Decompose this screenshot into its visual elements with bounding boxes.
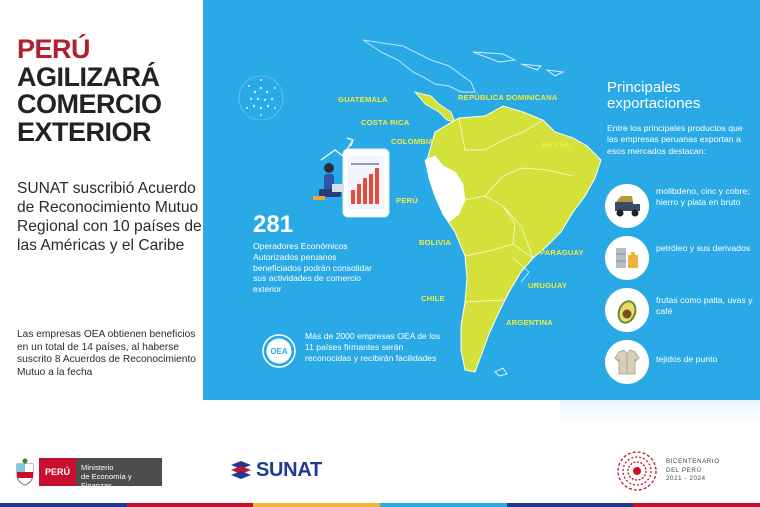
export-label-fruits: frutas como palta, uvas y café <box>656 295 753 317</box>
southern-islands <box>494 367 508 377</box>
headline-line3: COMERCIO <box>17 89 162 119</box>
label-argentina: ARGENTINA <box>506 318 553 327</box>
oil-barrel-icon <box>605 236 649 280</box>
ministry-line1: Ministerio <box>81 463 114 472</box>
separator-shade <box>560 400 760 426</box>
infographic-panel: GUATEMALA COSTA RICA COLOMBIA REPÚBLICA … <box>203 0 760 400</box>
footer-color-strip <box>0 503 760 507</box>
oea-benefits-note: Las empresas OEA obtienen beneficios en … <box>17 329 196 379</box>
headline: PERÚ AGILIZARÁ COMERCIO EXTERIOR <box>17 34 202 147</box>
sunat-wordmark: SUNAT <box>256 458 322 481</box>
headline-line4: EXTERIOR <box>17 116 152 147</box>
exports-title: Principales exportaciones <box>607 80 700 111</box>
peru-shape <box>424 155 466 223</box>
phone-chart-illustration <box>313 137 390 218</box>
bicentenario-logo: BICENTENARIO DEL PERÚ 2021 - 2024 <box>614 448 720 494</box>
oea-badge-text: OEA <box>270 347 288 356</box>
coat-of-arms-icon <box>16 458 34 486</box>
exports-title-line1: Principales <box>607 79 681 96</box>
mexico-outline <box>362 39 476 93</box>
bicentenario-line2: DEL PERÚ <box>666 466 702 474</box>
operators-text: Operadores Económicos Autorizados peruan… <box>253 241 372 295</box>
oea-badge-icon: OEA <box>262 334 296 368</box>
export-item-petroleum: petróleo y sus derivados <box>605 236 755 280</box>
globe-graphic <box>238 75 284 121</box>
export-label-textiles: tejidos de punto <box>656 354 718 364</box>
bicentenario-line1: BICENTENARIO <box>666 458 720 466</box>
label-paraguay: PARAGUAY <box>540 248 584 257</box>
label-republica-dominicana: REPÚBLICA DOMINICANA <box>458 93 558 102</box>
exports-intro: Entre los principales productos que las … <box>607 123 743 156</box>
caribbean-islands <box>472 51 565 77</box>
label-guatemala: GUATEMALA <box>338 95 388 104</box>
ministry-line2: de Economía y Finanzas <box>81 472 132 490</box>
export-item-fruits: frutas como palta, uvas y café <box>605 288 755 332</box>
export-item-textiles: tejidos de punto <box>605 340 755 384</box>
bicentenario-text: BICENTENARIO DEL PERÚ 2021 - 2024 <box>666 458 720 484</box>
bicentenario-emblem-icon <box>617 451 657 491</box>
jacket-icon <box>605 340 649 384</box>
left-panel: PERÚ AGILIZARÁ COMERCIO EXTERIOR SUNAT s… <box>0 0 203 400</box>
bicentenario-line3: 2021 - 2024 <box>666 475 706 483</box>
avocado-icon <box>605 288 649 332</box>
export-label-petroleum: petróleo y sus derivados <box>656 243 751 253</box>
ministry-name: Ministerio de Economía y Finanzas <box>76 458 163 490</box>
headline-line2: AGILIZARÁ <box>17 61 160 92</box>
label-brasil: BRASIL <box>542 140 572 149</box>
ministry-logo: PERÚ Ministerio de Economía y Finanzas <box>14 458 163 490</box>
central-america-members <box>413 91 456 123</box>
label-uruguay: URUGUAY <box>528 281 568 290</box>
label-peru: PERÚ <box>396 196 418 205</box>
mining-truck-icon <box>605 184 649 228</box>
label-colombia: COLOMBIA <box>391 137 434 146</box>
label-bolivia: BOLIVIA <box>419 238 452 247</box>
operators-count: 281 <box>253 211 294 238</box>
oea-text: Más de 2000 empresas OEA de los 11 paíse… <box>305 331 441 363</box>
sunat-logo: SUNAT <box>229 455 322 485</box>
export-label-minerals: molibdeno, cinc y cobre; hierro y plata … <box>656 186 750 208</box>
exports-title-line2: exportaciones <box>607 94 701 112</box>
label-costa-rica: COSTA RICA <box>361 118 410 127</box>
south-america-members <box>426 105 602 373</box>
americas-map <box>238 39 602 377</box>
headline-peru: PERÚ <box>17 34 91 64</box>
label-chile: CHILE <box>421 294 445 303</box>
subtitle: SUNAT suscribió Acuerdo de Reconocimient… <box>17 180 202 254</box>
country-borders <box>458 117 574 303</box>
export-item-minerals: molibdeno, cinc y cobre; hierro y plata … <box>605 184 755 228</box>
sunat-emblem-icon <box>231 461 251 479</box>
peru-wordmark: PERÚ <box>39 458 77 486</box>
